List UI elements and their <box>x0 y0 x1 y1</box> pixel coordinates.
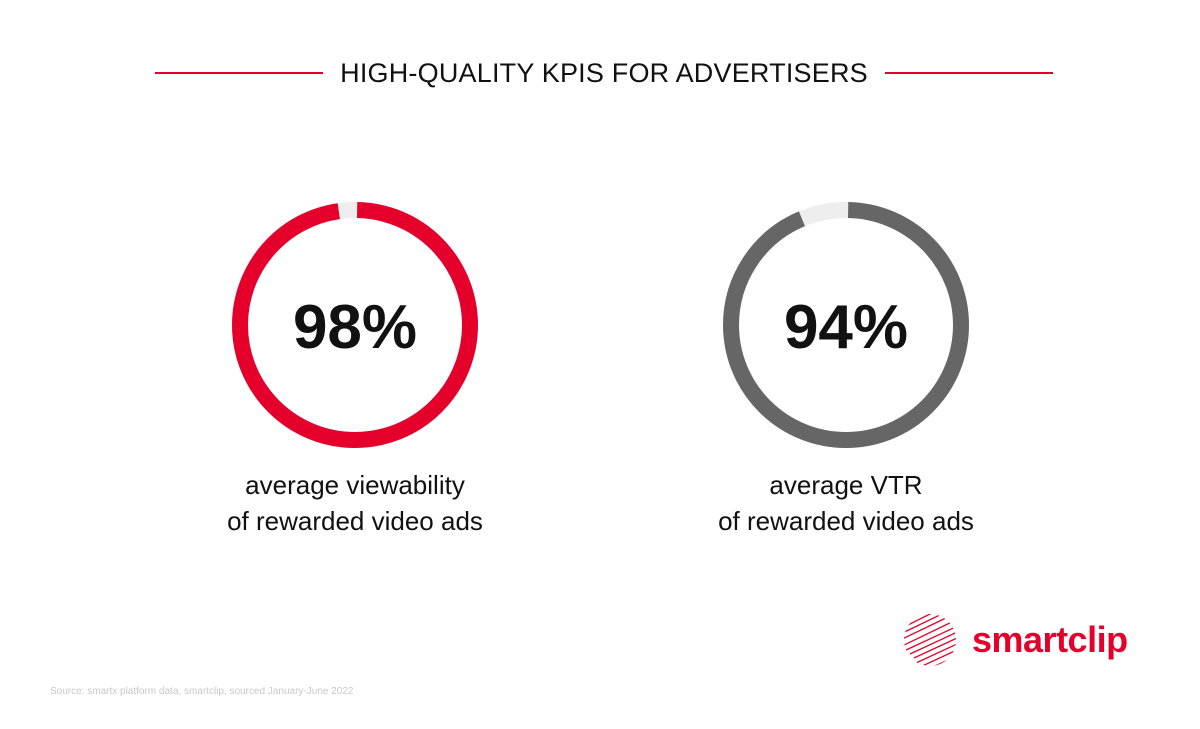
vtr-caption-line-1: average VTR <box>769 470 923 500</box>
viewability-caption-line-1: average viewability <box>245 470 465 500</box>
smartclip-logo-text: smartclip <box>972 619 1128 660</box>
viewability-caption-line-2: of rewarded video ads <box>227 506 483 536</box>
vtr-ring-value <box>723 202 969 448</box>
vtr-caption: average VTR of rewarded video ads <box>646 467 1046 539</box>
viewability-donut-chart: 98% <box>232 202 478 448</box>
viewability-ring-value <box>232 202 478 448</box>
viewability-caption: average viewability of rewarded video ad… <box>155 467 555 539</box>
page-title: HIGH-QUALITY KPIS FOR ADVERTISERS <box>340 58 868 88</box>
header-rule-left <box>155 72 323 74</box>
kpi-vtr: 94% average VTR of rewarded video ads <box>646 200 1046 539</box>
smartclip-logo: smartclip <box>902 612 1128 668</box>
smartclip-logo-icon <box>904 614 956 666</box>
viewability-value-label: 98% <box>293 293 417 362</box>
header-rule-right <box>885 72 1053 74</box>
vtr-caption-line-2: of rewarded video ads <box>718 506 974 536</box>
vtr-value-label: 94% <box>784 293 908 362</box>
kpi-viewability: 98% average viewability of rewarded vide… <box>155 200 555 539</box>
vtr-donut-chart: 94% <box>723 202 969 448</box>
source-note: Source: smartx platform data, smartclip,… <box>50 686 354 697</box>
